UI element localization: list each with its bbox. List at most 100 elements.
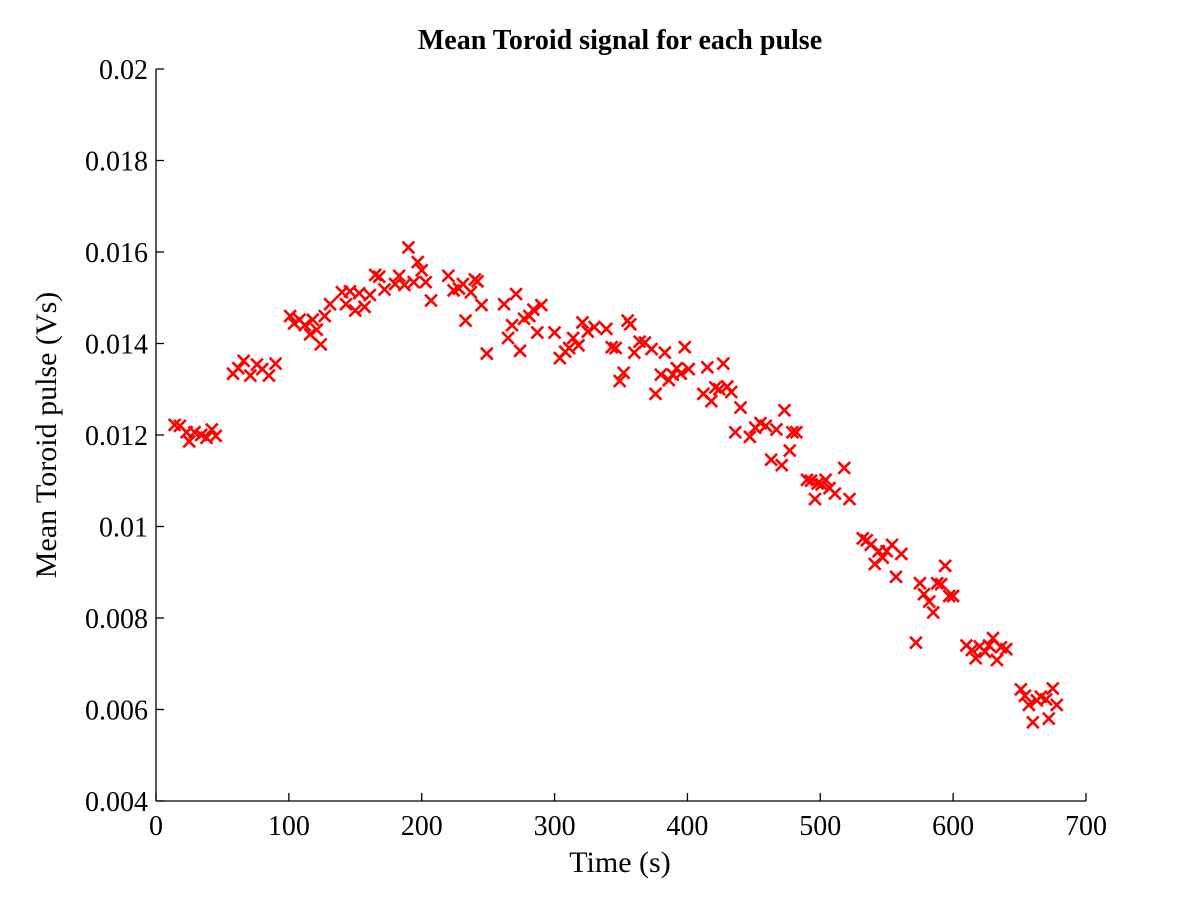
- y-tick-label: 0.02: [99, 55, 148, 86]
- data-point-marker: [406, 275, 421, 290]
- y-tick-label: 0.008: [85, 604, 148, 635]
- data-point-marker: [616, 365, 631, 380]
- data-point-marker: [677, 340, 692, 354]
- data-point-marker: [479, 346, 494, 361]
- data-point-marker: [608, 341, 623, 355]
- data-point-marker: [728, 425, 743, 440]
- y-tick-label: 0.014: [85, 330, 148, 361]
- data-point-marker: [774, 458, 789, 473]
- data-point-marker: [789, 425, 804, 440]
- data-point-marker: [424, 293, 438, 308]
- data-point-marker: [357, 300, 372, 314]
- data-point-marker: [268, 356, 283, 371]
- data-point-marker: [236, 354, 251, 368]
- chart-title: Mean Toroid signal for each pulse: [418, 25, 822, 56]
- data-point-marker: [764, 452, 778, 467]
- data-point-marker: [743, 429, 757, 444]
- data-point-marker: [297, 318, 312, 333]
- data-point-marker: [804, 473, 818, 488]
- data-point-marker: [410, 255, 425, 269]
- data-point-marker: [418, 275, 433, 290]
- x-axis-ticks: 0 100 200 300 400 500 600 700: [149, 793, 1107, 842]
- data-point-marker: [501, 331, 515, 345]
- data-point-marker: [305, 312, 320, 327]
- x-tick-label: 300: [534, 811, 576, 842]
- data-point-marker: [243, 368, 258, 383]
- data-point-marker: [547, 325, 562, 340]
- data-point-marker: [1049, 698, 1064, 712]
- data-point-marker: [587, 320, 602, 334]
- x-tick-label: 600: [932, 811, 974, 842]
- data-point-marker: [733, 400, 748, 415]
- data-point-marker: [623, 317, 638, 332]
- data-point-marker: [262, 368, 276, 383]
- data-point-marker: [724, 385, 739, 399]
- data-point-marker: [522, 309, 537, 323]
- data-point-marker: [1026, 715, 1040, 730]
- data-point-marker: [922, 594, 937, 609]
- data-point-marker: [654, 367, 668, 382]
- data-point-marker: [627, 345, 642, 360]
- data-point-marker: [313, 337, 328, 352]
- x-axis-label: Time (s): [569, 846, 670, 879]
- data-point-marker: [323, 297, 337, 311]
- data-point-marker: [644, 342, 659, 356]
- data-point-marker: [441, 268, 456, 283]
- data-point-marker: [917, 587, 931, 602]
- data-point-marker: [283, 309, 298, 323]
- data-point-marker: [505, 318, 519, 333]
- data-point-marker: [513, 343, 527, 358]
- data-point-marker: [526, 302, 541, 317]
- data-point-marker: [317, 309, 332, 323]
- data-point-marker: [808, 492, 822, 506]
- data-point-marker: [842, 492, 857, 506]
- data-point-marker: [828, 486, 842, 501]
- data-point-marker: [716, 356, 731, 371]
- data-point-marker: [377, 282, 392, 297]
- y-tick-label: 0.012: [85, 421, 148, 452]
- data-point-marker: [309, 322, 324, 337]
- x-tick-label: 200: [401, 811, 443, 842]
- data-point-marker: [1045, 681, 1060, 696]
- data-point-marker: [530, 325, 545, 340]
- x-tick-label: 0: [149, 811, 163, 842]
- data-point-marker: [875, 550, 890, 565]
- data-point-marker: [580, 324, 595, 339]
- data-point-marker: [231, 361, 246, 376]
- data-point-marker: [909, 635, 923, 650]
- data-point-marker: [978, 645, 992, 659]
- data-point-marker: [534, 298, 549, 312]
- data-point-marker: [204, 422, 219, 437]
- data-point-marker: [1022, 698, 1036, 712]
- y-tick-label: 0.004: [85, 787, 148, 818]
- data-point-marker: [458, 313, 473, 328]
- data-point-marker: [913, 576, 927, 591]
- data-point-marker: [700, 360, 715, 375]
- data-point-marker: [562, 341, 577, 355]
- data-point-marker: [339, 297, 353, 311]
- data-point-marker: [1041, 711, 1056, 726]
- data-point-marker: [894, 547, 909, 561]
- y-axis-label: Mean Toroid pulse (Vs): [30, 292, 63, 578]
- data-point-marker: [673, 366, 688, 381]
- data-point-marker: [401, 240, 416, 255]
- data-point-marker: [414, 263, 429, 278]
- y-tick-label: 0.016: [85, 238, 148, 269]
- data-point-marker: [348, 303, 363, 318]
- data-point-marker: [926, 605, 941, 620]
- data-point-marker: [509, 287, 523, 301]
- data-point-marker: [934, 577, 949, 591]
- data-point-marker: [303, 327, 317, 342]
- data-point-marker: [964, 643, 979, 657]
- data-point-marker: [758, 419, 773, 433]
- data-point-marker: [1014, 682, 1028, 697]
- data-point-marker: [392, 268, 406, 283]
- data-point-marker: [474, 298, 489, 312]
- data-point-marker: [397, 278, 412, 292]
- data-point-marker: [1039, 692, 1053, 707]
- data-point-marker: [372, 269, 387, 284]
- y-tick-label: 0.01: [99, 513, 148, 544]
- data-point-marker: [990, 653, 1004, 667]
- data-point-marker: [785, 425, 800, 440]
- y-axis-ticks: 0.004 0.006 0.008 0.01 0.012 0.014 0.016 0.018 0…: [85, 55, 164, 818]
